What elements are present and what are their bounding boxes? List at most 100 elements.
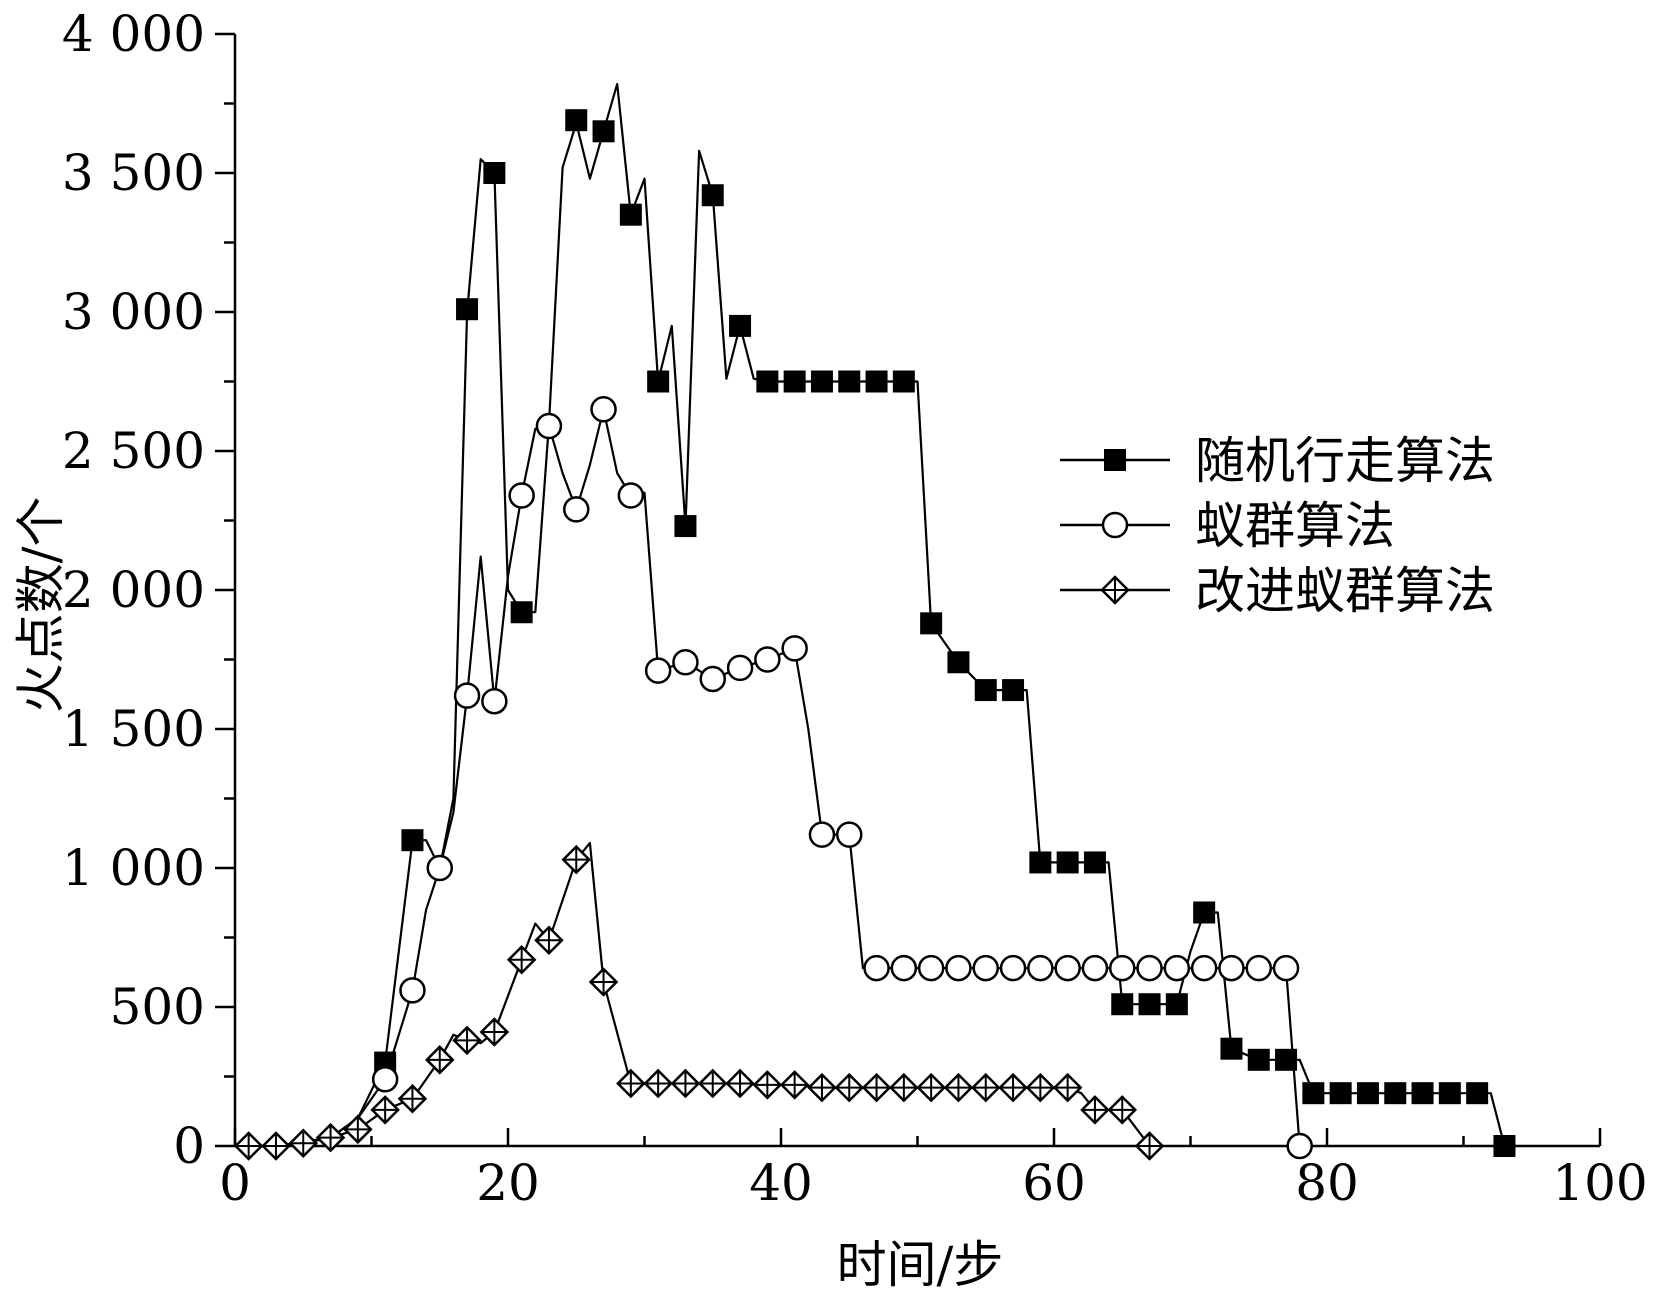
data-point bbox=[1002, 679, 1025, 702]
data-point bbox=[670, 1068, 701, 1099]
data-point bbox=[590, 396, 617, 423]
legend-entry: 随机行走算法 bbox=[1060, 432, 1495, 490]
data-point bbox=[479, 1017, 510, 1047]
data-point bbox=[588, 967, 619, 997]
data-point bbox=[233, 1131, 264, 1161]
data-point bbox=[1111, 993, 1134, 1016]
data-point bbox=[674, 515, 697, 538]
data-point bbox=[892, 370, 915, 393]
series-1 bbox=[248, 82, 1516, 1157]
x-tick-label: 40 bbox=[749, 1154, 813, 1212]
data-point bbox=[1220, 1037, 1243, 1060]
data-point bbox=[481, 687, 508, 715]
data-point bbox=[1107, 1095, 1138, 1125]
data-point bbox=[561, 844, 592, 875]
data-point bbox=[1247, 1048, 1270, 1071]
data-point bbox=[483, 162, 506, 184]
legend-entry: 改进蚁群算法 bbox=[1060, 562, 1495, 620]
legend-label: 改进蚁群算法 bbox=[1195, 562, 1495, 620]
legend-label: 蚁群算法 bbox=[1195, 497, 1395, 555]
data-point bbox=[508, 482, 535, 509]
data-point bbox=[836, 821, 863, 848]
series-line bbox=[248, 408, 1301, 1148]
data-point bbox=[1193, 901, 1216, 924]
x-axis-label: 时间/步 bbox=[837, 1236, 1004, 1294]
data-point bbox=[783, 370, 806, 393]
data-point bbox=[779, 1070, 810, 1100]
data-point bbox=[510, 601, 533, 624]
x-tick-label: 20 bbox=[476, 1154, 540, 1212]
legend-entry: 蚁群算法 bbox=[1060, 497, 1395, 555]
data-point bbox=[401, 829, 424, 852]
data-point bbox=[288, 1128, 319, 1158]
data-point bbox=[315, 1122, 346, 1153]
data-point bbox=[972, 954, 999, 982]
data-point bbox=[563, 496, 590, 523]
data-point bbox=[947, 651, 970, 674]
data-point bbox=[752, 1070, 783, 1100]
data-point bbox=[1134, 1131, 1165, 1161]
data-point bbox=[534, 925, 564, 956]
x-tick-label: 100 bbox=[1552, 1154, 1647, 1212]
data-point bbox=[807, 1072, 837, 1103]
data-point bbox=[1218, 954, 1245, 982]
data-point bbox=[756, 370, 779, 393]
data-point bbox=[726, 654, 754, 682]
data-point bbox=[945, 954, 972, 982]
data-point bbox=[943, 1072, 974, 1103]
legend-marker bbox=[1104, 449, 1126, 471]
data-point bbox=[1027, 954, 1054, 982]
data-point bbox=[1056, 851, 1079, 874]
data-point bbox=[644, 657, 672, 684]
data-point bbox=[1493, 1135, 1516, 1157]
data-point bbox=[1136, 954, 1163, 982]
data-point bbox=[1190, 954, 1218, 982]
data-point bbox=[974, 679, 997, 702]
data-point bbox=[1466, 1082, 1489, 1105]
y-tick-label: 3 500 bbox=[62, 144, 205, 202]
x-tick-label: 0 bbox=[219, 1154, 251, 1212]
data-point bbox=[725, 1068, 755, 1099]
data-point bbox=[863, 954, 890, 982]
data-point bbox=[619, 203, 642, 226]
data-point bbox=[506, 944, 537, 975]
y-tick-label: 1 500 bbox=[62, 700, 205, 758]
data-point bbox=[999, 954, 1027, 982]
data-point bbox=[343, 1114, 373, 1145]
y-axis-label: 火点数/个 bbox=[12, 497, 70, 714]
data-point bbox=[889, 1072, 919, 1103]
data-point bbox=[1138, 993, 1161, 1016]
data-point bbox=[1302, 1082, 1325, 1105]
data-point bbox=[1081, 954, 1109, 982]
data-point bbox=[1438, 1082, 1461, 1105]
ticks: 0 500 1 000 1 500 2 000 2 500 3 000 3 500 4 000 0… bbox=[62, 5, 1648, 1212]
data-point bbox=[1384, 1082, 1407, 1105]
legend-marker bbox=[1100, 575, 1130, 605]
data-point bbox=[699, 665, 726, 693]
y-tick-label: 500 bbox=[110, 978, 205, 1036]
data-point bbox=[834, 1072, 865, 1103]
data-point bbox=[1163, 954, 1191, 982]
data-point bbox=[371, 1066, 399, 1093]
data-point bbox=[643, 1068, 673, 1099]
data-point bbox=[917, 954, 945, 982]
data-point bbox=[452, 1025, 482, 1056]
data-point bbox=[647, 370, 670, 393]
data-point bbox=[1329, 1082, 1352, 1105]
data-point bbox=[1109, 954, 1136, 982]
data-point bbox=[781, 635, 808, 662]
y-tick-label: 2 500 bbox=[62, 422, 205, 480]
legend-marker bbox=[1101, 511, 1129, 539]
data-point bbox=[808, 821, 836, 848]
data-point bbox=[397, 1083, 428, 1114]
data-point bbox=[998, 1072, 1028, 1103]
data-point bbox=[729, 314, 752, 337]
data-point bbox=[810, 370, 833, 393]
series-2 bbox=[248, 396, 1313, 1160]
data-point bbox=[1029, 851, 1052, 874]
data-point bbox=[865, 370, 888, 393]
y-tick-label: 4 000 bbox=[62, 5, 205, 63]
data-point bbox=[701, 184, 724, 207]
data-point bbox=[617, 482, 645, 509]
